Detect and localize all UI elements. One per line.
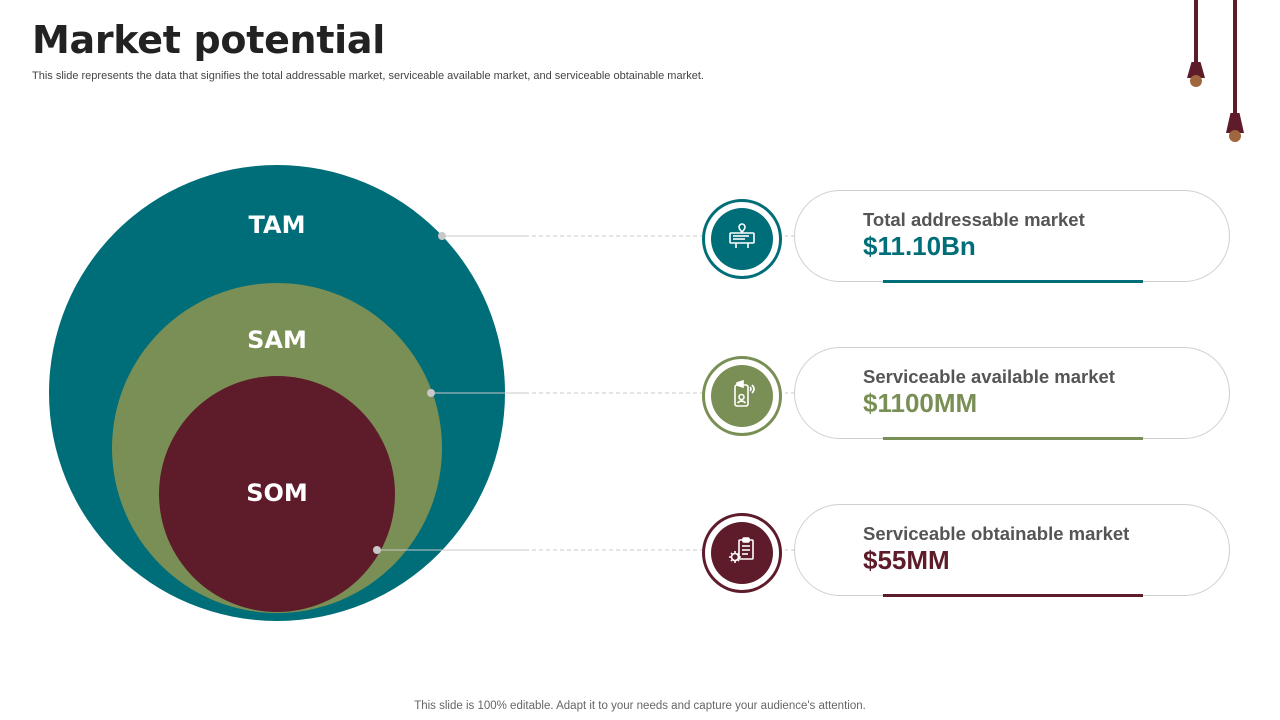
hanging-lamp-icon bbox=[1226, 0, 1244, 146]
tam-icon-ring bbox=[702, 199, 782, 279]
tam-label: TAM bbox=[249, 211, 306, 239]
connector-tam bbox=[438, 232, 703, 240]
sam-label: SAM bbox=[247, 326, 307, 354]
page-subtitle: This slide represents the data that sign… bbox=[32, 70, 704, 82]
som-card-value: $55MM bbox=[863, 545, 950, 575]
connector-som bbox=[373, 546, 703, 554]
tam-card-value: $11.10Bn bbox=[863, 231, 976, 261]
sam-card-label: Serviceable available market bbox=[863, 366, 1115, 387]
sam-card-value: $1100MM bbox=[863, 388, 978, 418]
connector-sam bbox=[427, 389, 703, 397]
tam-card-bar bbox=[883, 280, 1143, 283]
billboard-location-icon bbox=[727, 222, 757, 257]
sam-card: Serviceable available market $1100MM bbox=[794, 347, 1230, 440]
tam-card-label: Total addressable market bbox=[863, 209, 1085, 230]
sam-card-bar bbox=[883, 437, 1143, 440]
mobile-megaphone-icon bbox=[727, 379, 757, 414]
sam-icon-ring bbox=[702, 356, 782, 436]
som-card-label: Serviceable obtainable market bbox=[863, 523, 1130, 544]
tam-card: Total addressable market $11.10Bn bbox=[794, 190, 1230, 283]
som-card: Serviceable obtainable market $55MM bbox=[794, 504, 1230, 597]
clipboard-gear-icon bbox=[727, 536, 757, 571]
som-card-bar bbox=[883, 594, 1143, 597]
hanging-lamp-icon bbox=[1187, 0, 1205, 90]
som-circle bbox=[159, 376, 395, 612]
som-label: SOM bbox=[246, 479, 308, 507]
som-icon-ring bbox=[702, 513, 782, 593]
footer-note: This slide is 100% editable. Adapt it to… bbox=[414, 700, 866, 712]
page-title: Market potential bbox=[32, 18, 385, 62]
